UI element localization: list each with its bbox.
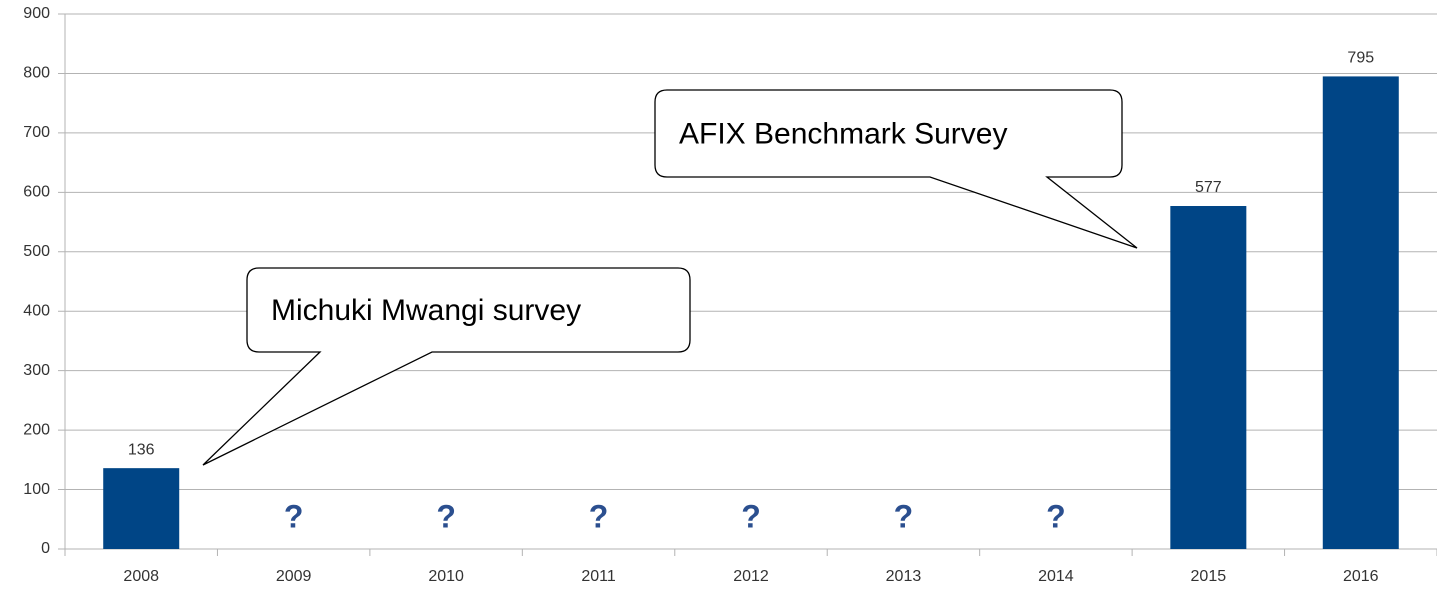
missing-label: ? bbox=[741, 498, 761, 534]
y-tick-label: 200 bbox=[23, 421, 50, 438]
y-tick-label: 0 bbox=[41, 540, 50, 557]
x-tick-label: 2014 bbox=[1038, 568, 1074, 585]
y-tick-label: 700 bbox=[23, 124, 50, 141]
x-tick-label: 2008 bbox=[123, 568, 159, 585]
value-label: 795 bbox=[1347, 50, 1374, 67]
bar bbox=[1170, 206, 1247, 549]
x-tick-label: 2015 bbox=[1191, 568, 1227, 585]
missing-label: ? bbox=[589, 498, 609, 534]
callout bbox=[654, 89, 1138, 249]
y-tick-label: 300 bbox=[23, 362, 50, 379]
x-tick-label: 2013 bbox=[886, 568, 922, 585]
annotation: AFIX Benchmark Survey bbox=[679, 117, 1007, 150]
x-tick-label: 2011 bbox=[581, 568, 616, 585]
x-tick-label: 2009 bbox=[276, 568, 312, 585]
x-tick-label: 2010 bbox=[428, 568, 464, 585]
y-tick-label: 400 bbox=[23, 302, 50, 319]
annotation: Michuki Mwangi survey bbox=[271, 294, 581, 327]
y-tick-label: 800 bbox=[23, 65, 50, 82]
x-tick-label: 2012 bbox=[733, 568, 769, 585]
missing-label: ? bbox=[436, 498, 456, 534]
missing-label: ? bbox=[894, 498, 914, 534]
value-label: 136 bbox=[128, 441, 155, 458]
callout bbox=[202, 267, 691, 466]
y-tick-label: 600 bbox=[23, 184, 50, 201]
x-tick-label: 2016 bbox=[1343, 568, 1379, 585]
missing-label: ? bbox=[1046, 498, 1066, 534]
y-tick-label: 500 bbox=[23, 243, 50, 260]
bar bbox=[103, 468, 180, 549]
y-tick-label: 900 bbox=[23, 5, 50, 22]
value-label: 577 bbox=[1195, 179, 1222, 196]
y-tick-label: 100 bbox=[23, 481, 50, 498]
bar bbox=[1322, 76, 1399, 550]
missing-label: ? bbox=[284, 498, 304, 534]
